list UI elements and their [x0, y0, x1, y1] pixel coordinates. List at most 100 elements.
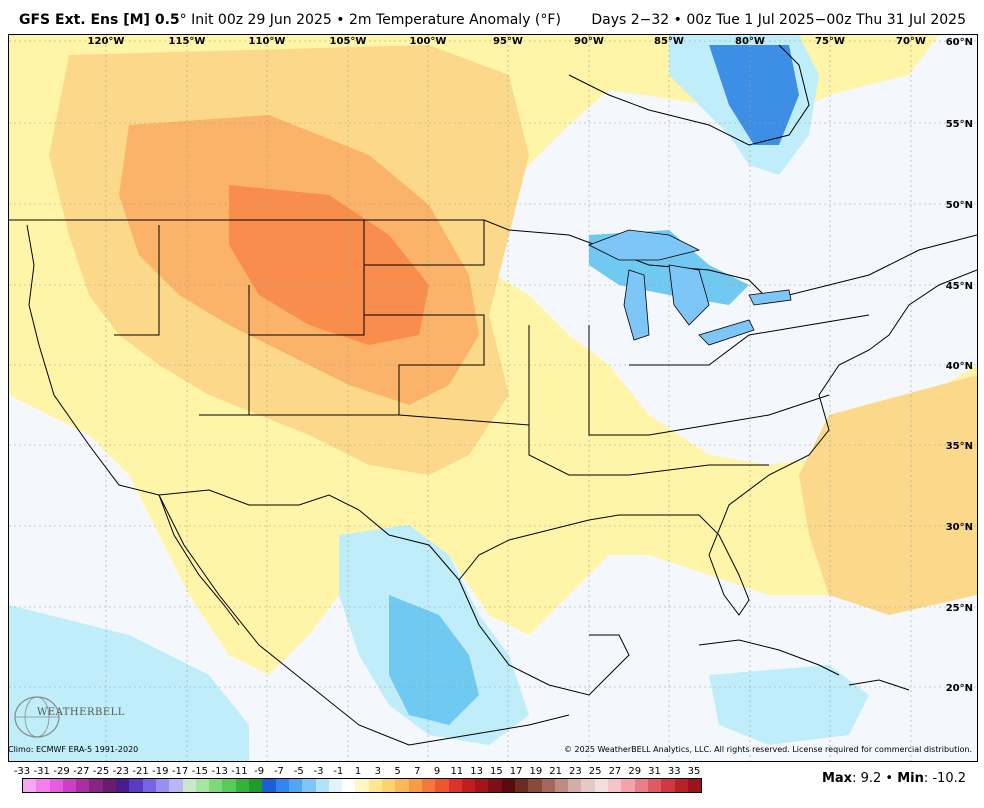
color-swatch	[195, 779, 210, 792]
lake-superior	[588, 229, 701, 261]
color-scale-label: 15	[489, 766, 503, 777]
color-scale-label: -33	[13, 766, 31, 777]
init-time: Init 00z 29 Jun 2025	[191, 12, 332, 28]
longitude-labels: 120°W 115°W 110°W 105°W 100°W 95°W 90°W …	[88, 36, 926, 47]
color-swatch	[116, 779, 130, 792]
color-scale-label: 3	[374, 766, 381, 777]
color-swatch	[568, 779, 582, 792]
color-swatch	[102, 779, 117, 792]
lake-erie	[698, 319, 755, 346]
color-swatch	[514, 779, 529, 792]
climo-note: Climo: ECMWF ERA-5 1991-2020	[8, 745, 139, 754]
weatherbell-logo: WEATHERBELL	[12, 692, 125, 742]
color-swatch	[541, 779, 555, 792]
logo-globe-icon	[14, 696, 60, 738]
max-label: Max	[821, 771, 853, 786]
lon-label-115w: 115°W	[169, 36, 206, 47]
color-scale-label: 17	[509, 766, 523, 777]
color-scale-label: -9	[254, 766, 265, 777]
color-swatch	[209, 779, 223, 792]
color-swatch	[275, 779, 289, 792]
color-swatch	[368, 779, 383, 792]
color-swatch	[674, 779, 688, 792]
great-lakes	[588, 229, 792, 346]
warm-atlantic	[799, 375, 977, 615]
lat-label-40n: 40°N	[946, 361, 973, 372]
lon-label-90w: 90°W	[574, 36, 604, 47]
color-swatch	[408, 779, 422, 792]
copyright-note: © 2025 WeatherBELL Analytics, LLC. All r…	[564, 745, 972, 754]
canada-us-border	[9, 219, 977, 301]
lat-label-25n: 25°N	[946, 603, 973, 614]
lat-label-30n: 30°N	[946, 522, 973, 533]
color-scale-label: 1	[354, 766, 362, 777]
color-scale-label: -27	[73, 766, 90, 777]
color-swatch	[262, 779, 276, 792]
color-scale-label: 31	[648, 766, 661, 777]
lat-label-45n: 45°N	[946, 281, 973, 292]
color-scale-label: 13	[470, 766, 483, 777]
min-value: : -10.2	[923, 771, 966, 786]
lon-label-105w: 105°W	[330, 36, 367, 47]
color-scale-labels: -33 -31 -29 -27 -25 -23 -21 -19 -17 -15 -13 -11 -9 -7…	[14, 766, 702, 778]
color-scale-label: 27	[608, 766, 622, 777]
color-scale-label: -11	[231, 766, 248, 777]
color-swatch	[169, 779, 183, 792]
lon-label-80w: 80°W	[735, 36, 765, 47]
lon-label-110w: 110°W	[249, 36, 286, 47]
logo-text: WEATHERBELL	[37, 707, 125, 718]
lat-label-20n: 20°N	[946, 683, 973, 694]
warm-anomaly-shading	[9, 35, 977, 675]
color-swatch	[249, 779, 263, 792]
field-name: 2m Temperature Anomaly (°F)	[348, 12, 561, 28]
cool-mexico-core	[389, 595, 479, 725]
color-swatch	[528, 779, 542, 792]
lat-label-35n: 35°N	[946, 441, 973, 452]
cool-caribbean	[709, 665, 869, 745]
us-mexico-border	[158, 489, 460, 581]
mexico-coast-gulf	[458, 579, 630, 696]
state-line-b	[248, 220, 365, 336]
lon-label-75w: 75°W	[815, 36, 845, 47]
color-scale-label: -29	[53, 766, 70, 777]
color-swatch	[687, 779, 702, 792]
color-scale-label: 11	[450, 766, 464, 777]
color-scale-bar	[22, 778, 702, 793]
color-scale-label: 9	[433, 766, 441, 777]
color-scale-label: 33	[667, 766, 681, 777]
color-swatch	[23, 779, 37, 792]
color-swatch	[76, 779, 90, 792]
color-scale-label: 29	[628, 766, 642, 777]
color-swatch	[222, 779, 236, 792]
map-canvas: 120°W 115°W 110°W 105°W 100°W 95°W 90°W …	[9, 35, 977, 761]
header-bar: GFS Ext. Ens [M] 0.5° Init 00z 29 Jun 20…	[0, 0, 984, 34]
color-swatch	[142, 779, 156, 792]
color-swatch	[634, 779, 648, 792]
color-swatch	[382, 779, 396, 792]
anomaly-map[interactable]: 120°W 115°W 110°W 105°W 100°W 95°W 90°W …	[8, 34, 978, 762]
color-scale-label: -23	[112, 766, 129, 777]
lon-label-85w: 85°W	[654, 36, 684, 47]
color-swatch	[435, 779, 449, 792]
color-swatch	[594, 779, 609, 792]
state-line-i	[629, 314, 870, 366]
color-swatch	[461, 779, 476, 792]
color-swatch	[328, 779, 343, 792]
color-scale-label: -3	[313, 766, 324, 777]
lon-label-70w: 70°W	[896, 36, 926, 47]
color-swatch	[36, 779, 50, 792]
color-swatch	[501, 779, 515, 792]
color-swatch	[89, 779, 103, 792]
state-line-c	[364, 220, 485, 266]
lat-label-60n: 60°N	[946, 37, 973, 48]
color-swatch	[342, 779, 356, 792]
color-scale-label: -15	[191, 766, 209, 777]
us-west-coast	[26, 224, 160, 496]
lake-michigan	[623, 269, 650, 341]
color-swatch	[448, 779, 462, 792]
state-line-d	[364, 314, 485, 415]
color-swatch	[395, 779, 409, 792]
color-scale-label: -1	[333, 766, 344, 777]
max-value: : 9.2	[852, 771, 882, 786]
color-swatch	[608, 779, 622, 792]
